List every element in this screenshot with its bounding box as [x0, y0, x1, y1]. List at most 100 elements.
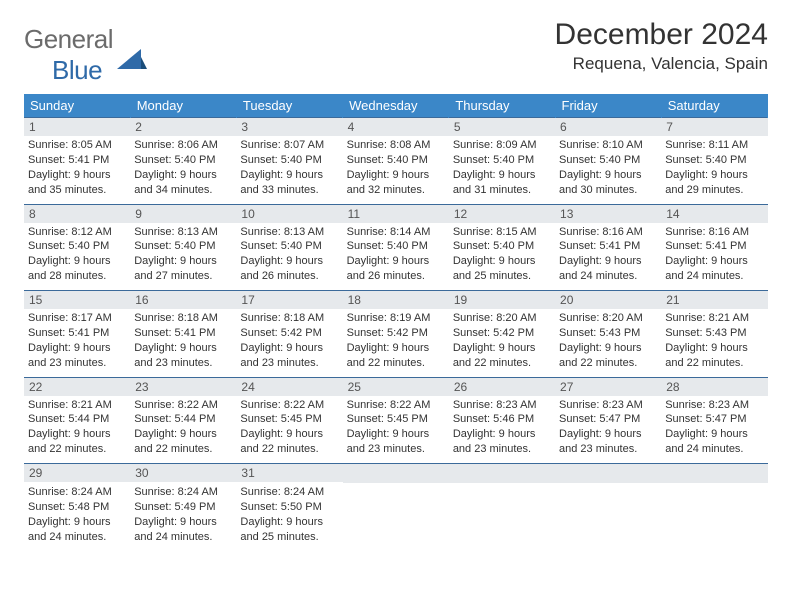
daylight-line: Daylight: 9 hours and 23 minutes.: [453, 427, 551, 457]
day-cell: Sunrise: 8:24 AMSunset: 5:50 PMDaylight:…: [236, 483, 342, 548]
day-number: 21: [661, 291, 767, 309]
sunrise-line: Sunrise: 8:16 AM: [559, 225, 657, 240]
day-number: 28: [661, 378, 767, 396]
day-cell: Sunrise: 8:10 AMSunset: 5:40 PMDaylight:…: [555, 136, 661, 201]
day-cell: Sunrise: 8:16 AMSunset: 5:41 PMDaylight:…: [661, 223, 767, 288]
daylight-line: Daylight: 9 hours and 24 minutes.: [665, 427, 763, 457]
day-number: 7: [661, 118, 767, 136]
sunset-line: Sunset: 5:44 PM: [28, 412, 126, 427]
sunrise-line: Sunrise: 8:21 AM: [665, 311, 763, 326]
daylight-line: Daylight: 9 hours and 26 minutes.: [347, 254, 445, 284]
sunrise-line: Sunrise: 8:09 AM: [453, 138, 551, 153]
empty-day: [449, 464, 555, 483]
daylight-line: Daylight: 9 hours and 23 minutes.: [559, 427, 657, 457]
day-number: 16: [130, 291, 236, 309]
empty-day: [343, 464, 449, 483]
sunrise-line: Sunrise: 8:06 AM: [134, 138, 232, 153]
weekday-header: Friday: [555, 94, 661, 118]
sunrise-line: Sunrise: 8:23 AM: [665, 398, 763, 413]
month-title: December 2024: [555, 18, 768, 52]
day-cell: Sunrise: 8:14 AMSunset: 5:40 PMDaylight:…: [343, 223, 449, 288]
empty-day: [555, 464, 661, 483]
daylight-line: Daylight: 9 hours and 23 minutes.: [240, 341, 338, 371]
sunset-line: Sunset: 5:45 PM: [240, 412, 338, 427]
day-cell: Sunrise: 8:07 AMSunset: 5:40 PMDaylight:…: [236, 136, 342, 201]
calendar-table: SundayMondayTuesdayWednesdayThursdayFrid…: [24, 94, 768, 551]
day-cell: Sunrise: 8:17 AMSunset: 5:41 PMDaylight:…: [24, 309, 130, 374]
header: General Blue December 2024 Requena, Vale…: [24, 18, 768, 86]
daylight-line: Daylight: 9 hours and 25 minutes.: [240, 515, 338, 545]
sunset-line: Sunset: 5:42 PM: [240, 326, 338, 341]
location: Requena, Valencia, Spain: [555, 54, 768, 74]
day-cell: Sunrise: 8:08 AMSunset: 5:40 PMDaylight:…: [343, 136, 449, 201]
sunset-line: Sunset: 5:43 PM: [665, 326, 763, 341]
day-number: 5: [449, 118, 555, 136]
sunrise-line: Sunrise: 8:18 AM: [134, 311, 232, 326]
daylight-line: Daylight: 9 hours and 22 minutes.: [134, 427, 232, 457]
sunset-line: Sunset: 5:42 PM: [453, 326, 551, 341]
day-cell: Sunrise: 8:23 AMSunset: 5:46 PMDaylight:…: [449, 396, 555, 461]
day-cell: Sunrise: 8:22 AMSunset: 5:44 PMDaylight:…: [130, 396, 236, 461]
sunset-line: Sunset: 5:41 PM: [134, 326, 232, 341]
daylight-line: Daylight: 9 hours and 23 minutes.: [134, 341, 232, 371]
sunrise-line: Sunrise: 8:22 AM: [347, 398, 445, 413]
day-number: 10: [236, 205, 342, 223]
daylight-line: Daylight: 9 hours and 29 minutes.: [665, 168, 763, 198]
day-cell: Sunrise: 8:23 AMSunset: 5:47 PMDaylight:…: [661, 396, 767, 461]
sunrise-line: Sunrise: 8:05 AM: [28, 138, 126, 153]
daylight-line: Daylight: 9 hours and 26 minutes.: [240, 254, 338, 284]
day-cell: Sunrise: 8:20 AMSunset: 5:43 PMDaylight:…: [555, 309, 661, 374]
day-cell: Sunrise: 8:13 AMSunset: 5:40 PMDaylight:…: [236, 223, 342, 288]
day-cell: Sunrise: 8:12 AMSunset: 5:40 PMDaylight:…: [24, 223, 130, 288]
sunrise-line: Sunrise: 8:17 AM: [28, 311, 126, 326]
logo-word1: General: [24, 24, 113, 54]
day-number: 20: [555, 291, 661, 309]
day-cell: Sunrise: 8:18 AMSunset: 5:41 PMDaylight:…: [130, 309, 236, 374]
daylight-line: Daylight: 9 hours and 22 minutes.: [28, 427, 126, 457]
sunset-line: Sunset: 5:47 PM: [665, 412, 763, 427]
day-number: 15: [24, 291, 130, 309]
day-number: 30: [130, 464, 236, 482]
sunrise-line: Sunrise: 8:13 AM: [134, 225, 232, 240]
sunrise-line: Sunrise: 8:11 AM: [665, 138, 763, 153]
day-number: 1: [24, 118, 130, 136]
daylight-line: Daylight: 9 hours and 24 minutes.: [665, 254, 763, 284]
daylight-line: Daylight: 9 hours and 23 minutes.: [347, 427, 445, 457]
day-cell: Sunrise: 8:21 AMSunset: 5:43 PMDaylight:…: [661, 309, 767, 374]
sunset-line: Sunset: 5:47 PM: [559, 412, 657, 427]
weekday-header: Tuesday: [236, 94, 342, 118]
sunset-line: Sunset: 5:40 PM: [453, 153, 551, 168]
weekday-header: Wednesday: [343, 94, 449, 118]
day-cell: Sunrise: 8:06 AMSunset: 5:40 PMDaylight:…: [130, 136, 236, 201]
day-cell: Sunrise: 8:22 AMSunset: 5:45 PMDaylight:…: [236, 396, 342, 461]
sunset-line: Sunset: 5:40 PM: [240, 153, 338, 168]
day-number: 18: [343, 291, 449, 309]
day-number: 2: [130, 118, 236, 136]
day-number: 29: [24, 464, 130, 482]
day-number: 26: [449, 378, 555, 396]
daylight-line: Daylight: 9 hours and 22 minutes.: [240, 427, 338, 457]
empty-day: [661, 464, 767, 483]
day-number: 25: [343, 378, 449, 396]
sunset-line: Sunset: 5:40 PM: [28, 239, 126, 254]
daylight-line: Daylight: 9 hours and 35 minutes.: [28, 168, 126, 198]
sunrise-line: Sunrise: 8:24 AM: [134, 485, 232, 500]
daylight-line: Daylight: 9 hours and 24 minutes.: [559, 254, 657, 284]
daylight-line: Daylight: 9 hours and 22 minutes.: [347, 341, 445, 371]
day-number: 3: [236, 118, 342, 136]
sunset-line: Sunset: 5:42 PM: [347, 326, 445, 341]
title-block: December 2024 Requena, Valencia, Spain: [555, 18, 768, 74]
sunrise-line: Sunrise: 8:24 AM: [28, 485, 126, 500]
sunrise-line: Sunrise: 8:07 AM: [240, 138, 338, 153]
day-cell: Sunrise: 8:05 AMSunset: 5:41 PMDaylight:…: [24, 136, 130, 201]
day-number: 22: [24, 378, 130, 396]
day-number: 17: [236, 291, 342, 309]
sunset-line: Sunset: 5:40 PM: [347, 153, 445, 168]
sunset-line: Sunset: 5:40 PM: [240, 239, 338, 254]
sunrise-line: Sunrise: 8:21 AM: [28, 398, 126, 413]
sunrise-line: Sunrise: 8:15 AM: [453, 225, 551, 240]
logo-triangle-icon: [117, 47, 147, 69]
day-number: 12: [449, 205, 555, 223]
brand-logo: General Blue: [24, 18, 147, 86]
sunrise-line: Sunrise: 8:12 AM: [28, 225, 126, 240]
